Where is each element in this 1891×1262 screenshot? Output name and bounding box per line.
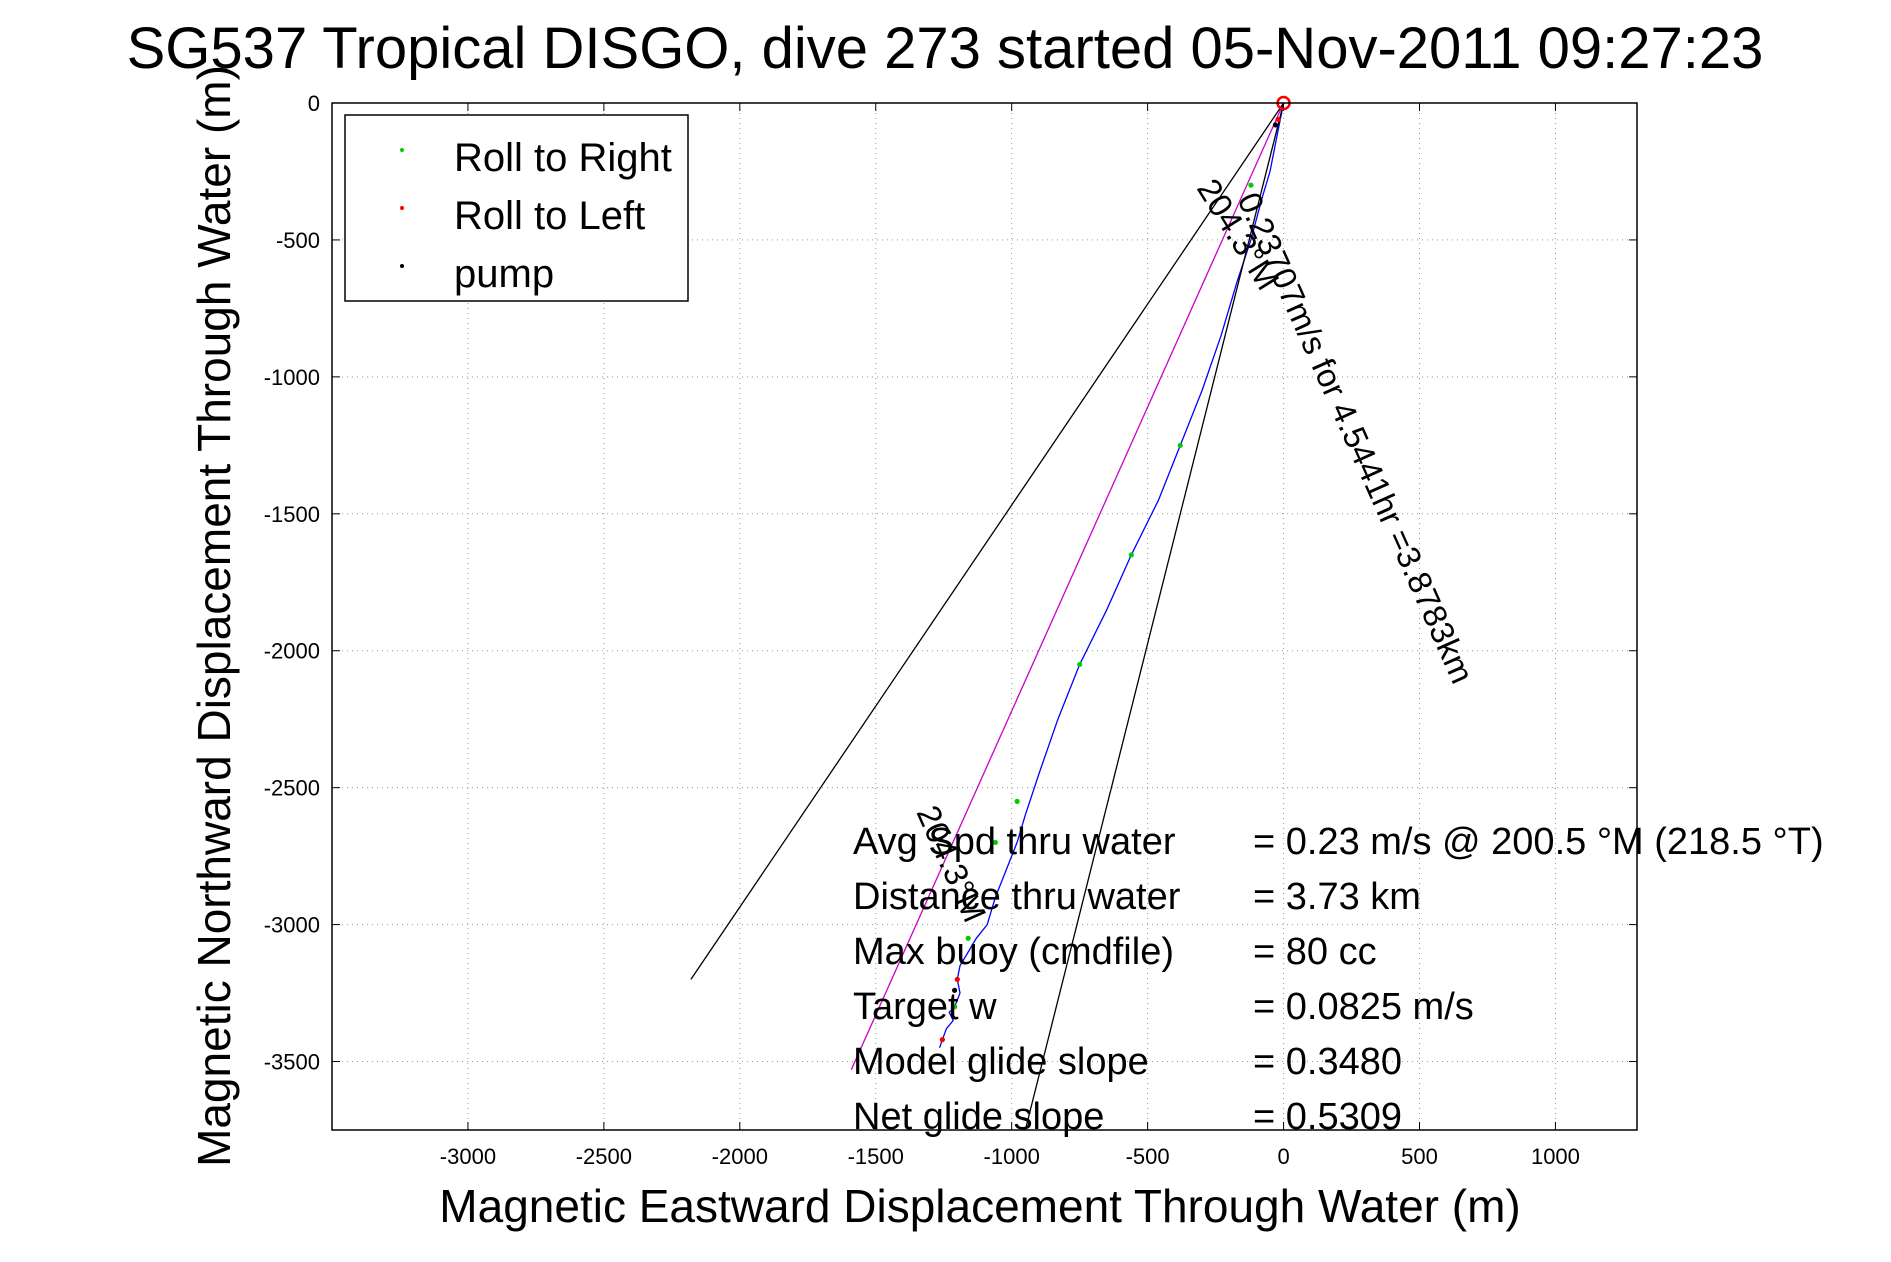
- stat-label-model-glide: Model glide slope: [853, 1041, 1149, 1083]
- roll-right-marker: [1177, 442, 1183, 448]
- x-tick-label: -1000: [984, 1144, 1040, 1169]
- pump-marker: [951, 987, 958, 993]
- stat-label-distance: Distance thru water: [853, 876, 1181, 918]
- x-tick-label: -3000: [440, 1144, 496, 1169]
- roll-left-marker: [1275, 116, 1281, 123]
- legend-label-roll-right: Roll to Right: [454, 136, 672, 180]
- legend: Roll to Right Roll to Left pump: [344, 114, 689, 302]
- stat-value-avg-speed: = 0.23 m/s @ 200.5 °M (218.5 °T): [1253, 821, 1824, 863]
- roll-right-marker: [1077, 661, 1083, 668]
- legend-marker-pump: [400, 264, 404, 268]
- y-tick-label: -2000: [264, 639, 320, 664]
- stat-value-max-buoy: = 80 cc: [1253, 931, 1377, 973]
- stats-block: Avg Spd thru water = 0.23 m/s @ 200.5 °M…: [853, 821, 1824, 1138]
- roll-right-marker: [1014, 798, 1020, 804]
- x-tick-label: 500: [1401, 1144, 1438, 1169]
- stat-label-max-buoy: Max buoy (cmdfile): [853, 931, 1174, 973]
- stat-label-target-w: Target w: [853, 986, 997, 1028]
- stat-value-target-w: = 0.0825 m/s: [1253, 986, 1474, 1028]
- legend-marker-roll-right: [400, 148, 404, 152]
- legend-box: [344, 114, 689, 302]
- x-tick-label: -2500: [576, 1144, 632, 1169]
- y-tick-label: -500: [276, 228, 320, 253]
- roll-right-marker: [1248, 182, 1254, 188]
- legend-marker-roll-left: [400, 206, 404, 210]
- roll-right-marker: [951, 1004, 958, 1010]
- roll-left-marker: [939, 1037, 945, 1043]
- y-tick-label: -3000: [264, 913, 320, 938]
- y-tick-label: -2500: [264, 776, 320, 801]
- mean-heading-line: [850, 102, 1285, 1070]
- legend-label-roll-left: Roll to Left: [454, 194, 645, 238]
- x-tick-label: -1500: [848, 1144, 904, 1169]
- y-tick-label: -1000: [264, 365, 320, 390]
- chart-title: SG537 Tropical DISGO, dive 273 started 0…: [127, 16, 1764, 81]
- y-tick-label: 0: [308, 91, 320, 116]
- x-axis-label: Magnetic Eastward Displacement Through W…: [439, 1180, 1520, 1232]
- axis-ticks: -3000 -2500 -2000 -1500 -1000 -500 0 500 1000 0 -5…: [264, 91, 1637, 1169]
- y-tick-label: -3500: [264, 1050, 320, 1075]
- legend-label-pump: pump: [454, 252, 554, 296]
- grid: [332, 102, 1637, 1130]
- roll-right-marker: [992, 839, 998, 846]
- heading-bound-line: [690, 102, 1285, 980]
- x-tick-label: 1000: [1531, 1144, 1580, 1169]
- stat-label-avg-speed: Avg Spd thru water: [853, 821, 1176, 863]
- plot-frame: [331, 102, 1638, 1131]
- roll-right-marker: [965, 935, 971, 941]
- stat-value-model-glide: = 0.3480: [1253, 1041, 1402, 1083]
- x-tick-label: -2000: [712, 1144, 768, 1169]
- stat-label-net-glide: Net glide slope: [853, 1096, 1104, 1138]
- x-tick-label: 0: [1277, 1144, 1289, 1169]
- y-tick-label: -1500: [264, 502, 320, 527]
- stat-value-distance: = 3.73 km: [1253, 876, 1421, 918]
- y-axis-label: Magnetic Northward Displacement Through …: [188, 65, 240, 1167]
- roll-left-marker: [954, 976, 960, 982]
- pump-marker: [1272, 122, 1279, 128]
- x-tick-label: -500: [1126, 1144, 1170, 1169]
- heading-bound-line: [1024, 102, 1285, 1131]
- stat-value-net-glide: = 0.5309: [1253, 1096, 1402, 1138]
- roll-right-marker: [1128, 552, 1134, 558]
